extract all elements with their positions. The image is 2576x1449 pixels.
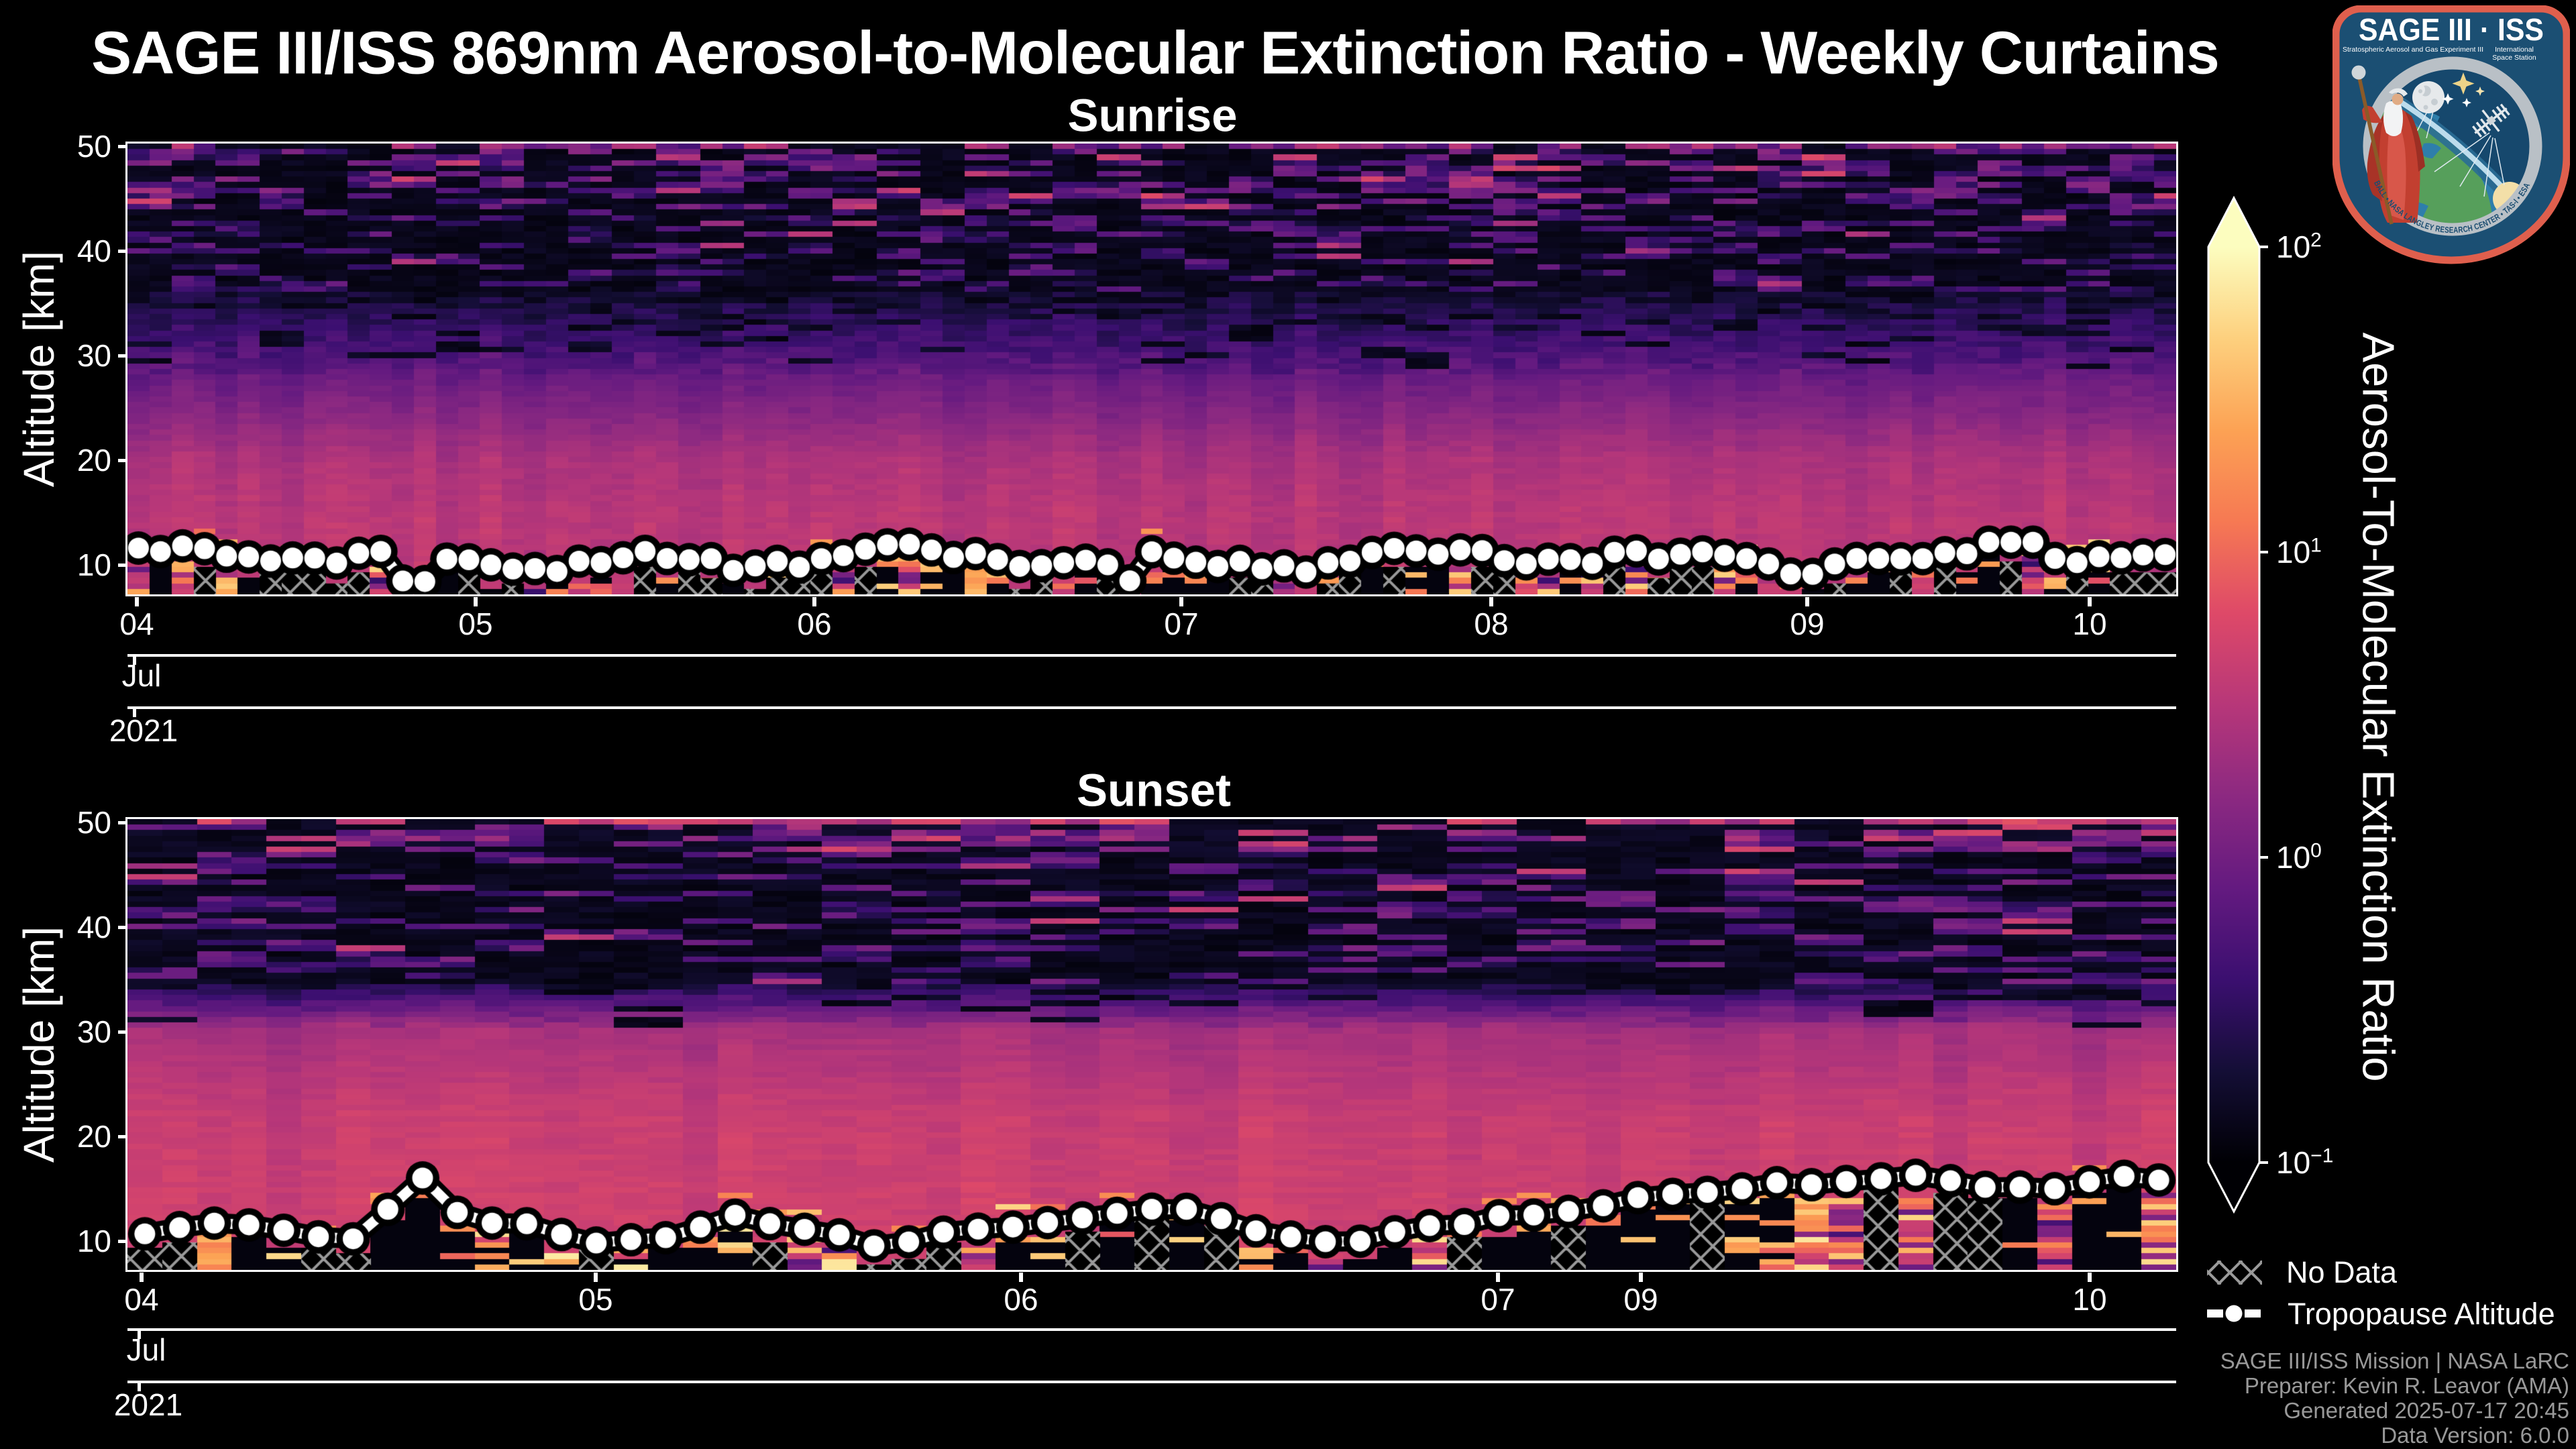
svg-text:SAGE III · ISS: SAGE III · ISS <box>2359 12 2544 47</box>
svg-text:Stratospheric Aerosol and Gas: Stratospheric Aerosol and Gas Experiment… <box>2343 46 2483 54</box>
svg-text:International: International <box>2495 46 2534 54</box>
svg-text:Space Station: Space Station <box>2492 54 2536 62</box>
